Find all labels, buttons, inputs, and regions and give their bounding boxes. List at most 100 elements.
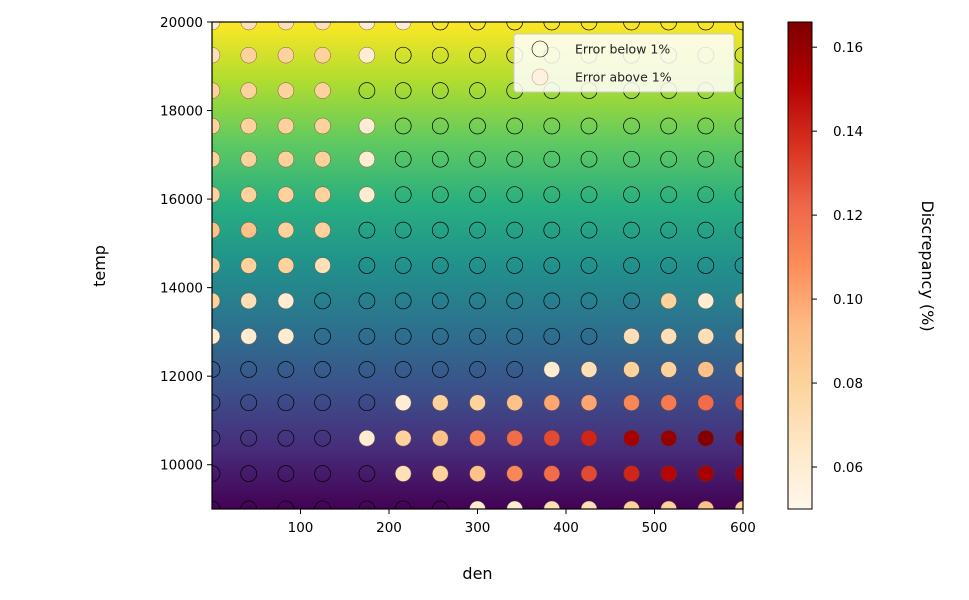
point-below-threshold <box>431 150 449 168</box>
point-above-threshold <box>212 117 221 135</box>
point-above-threshold <box>314 47 331 64</box>
x-axis-label: den <box>462 564 492 583</box>
point-below-threshold <box>314 292 331 310</box>
y-tick-label: 20000 <box>160 15 203 31</box>
point-below-threshold <box>623 150 640 168</box>
point-below-threshold <box>580 257 598 274</box>
point-above-threshold <box>580 361 598 378</box>
point-above-threshold <box>734 292 743 310</box>
y-tick-label: 10000 <box>160 458 203 474</box>
point-below-threshold <box>697 257 715 274</box>
point-above-threshold <box>240 150 257 168</box>
point-below-threshold <box>358 500 376 509</box>
point-above-threshold <box>358 117 376 135</box>
point-above-threshold <box>395 430 412 447</box>
point-above-threshold <box>469 500 486 509</box>
point-below-threshold <box>431 500 449 509</box>
point-above-threshold <box>469 465 486 482</box>
point-above-threshold <box>212 22 221 31</box>
point-below-threshold <box>697 22 715 31</box>
point-above-threshold <box>277 186 295 203</box>
point-below-threshold <box>506 150 524 168</box>
point-below-threshold <box>358 82 376 99</box>
point-above-threshold <box>580 430 598 447</box>
point-below-threshold <box>506 221 524 239</box>
point-below-threshold <box>394 117 412 135</box>
point-above-threshold <box>660 500 677 509</box>
point-above-threshold <box>734 361 743 378</box>
point-above-threshold <box>277 221 295 239</box>
point-below-threshold <box>431 327 449 345</box>
point-below-threshold <box>506 22 524 31</box>
point-above-threshold <box>395 22 412 31</box>
point-above-threshold <box>734 430 743 447</box>
point-below-threshold <box>277 361 295 378</box>
point-above-threshold <box>277 328 295 345</box>
point-above-threshold <box>314 257 331 274</box>
point-below-threshold <box>314 327 331 345</box>
point-above-threshold <box>543 465 560 482</box>
point-above-threshold <box>277 257 295 274</box>
y-tick-label: 18000 <box>160 104 203 120</box>
point-above-threshold <box>660 328 677 345</box>
point-below-threshold <box>734 186 743 204</box>
point-below-threshold <box>277 500 295 509</box>
x-tick-label: 600 <box>730 520 756 536</box>
point-below-threshold <box>469 221 486 239</box>
point-below-threshold <box>431 46 449 64</box>
y-tick-label: 14000 <box>160 281 203 297</box>
point-below-threshold <box>580 117 598 135</box>
point-below-threshold <box>543 150 561 168</box>
point-below-threshold <box>240 361 258 378</box>
point-below-threshold <box>506 327 524 345</box>
point-above-threshold <box>314 186 331 203</box>
point-above-threshold <box>543 361 560 378</box>
point-below-threshold <box>543 327 561 345</box>
scatter-points <box>212 22 743 509</box>
point-below-threshold <box>580 292 598 310</box>
point-below-threshold <box>734 257 743 274</box>
colorbar-ticks: 0.06 0.08 0.10 0.12 0.14 0.16 <box>812 40 863 476</box>
point-above-threshold <box>240 117 257 135</box>
point-above-threshold <box>623 500 640 509</box>
point-above-threshold <box>240 328 257 345</box>
point-below-threshold <box>394 150 412 168</box>
point-below-threshold <box>240 500 258 509</box>
legend-label-below: Error below 1% <box>575 42 670 57</box>
point-above-threshold <box>697 292 714 310</box>
point-below-threshold <box>623 186 640 204</box>
point-above-threshold <box>697 500 714 509</box>
point-below-threshold <box>358 292 376 310</box>
x-tick-label: 100 <box>288 520 314 536</box>
point-below-threshold <box>358 257 376 274</box>
x-axis-ticks: 100 200 300 400 500 600 <box>288 509 756 536</box>
point-below-threshold <box>394 221 412 239</box>
colorbar-label: Discrepancy (%) <box>918 200 937 331</box>
point-below-threshold <box>240 394 258 412</box>
point-above-threshold <box>240 82 257 99</box>
point-above-threshold <box>697 328 714 345</box>
point-below-threshold <box>660 22 678 31</box>
point-below-threshold <box>506 292 524 310</box>
point-above-threshold <box>734 465 743 482</box>
point-above-threshold <box>314 150 331 168</box>
point-below-threshold <box>734 46 743 64</box>
colorbar-tick-label: 0.14 <box>833 124 863 140</box>
point-below-threshold <box>314 465 331 482</box>
point-above-threshold <box>240 47 257 64</box>
point-above-threshold <box>543 394 560 411</box>
colorbar-tick-label: 0.08 <box>833 376 863 392</box>
point-above-threshold <box>432 465 449 482</box>
point-below-threshold <box>431 22 449 31</box>
point-below-threshold <box>697 117 715 135</box>
point-above-threshold <box>697 465 714 482</box>
point-above-threshold <box>432 430 449 447</box>
point-above-threshold <box>395 465 412 482</box>
point-below-threshold <box>469 292 486 310</box>
point-below-threshold <box>580 22 598 31</box>
point-below-threshold <box>506 257 524 274</box>
x-tick-label: 400 <box>553 520 579 536</box>
colorbar <box>787 21 813 510</box>
point-above-threshold <box>212 186 221 203</box>
